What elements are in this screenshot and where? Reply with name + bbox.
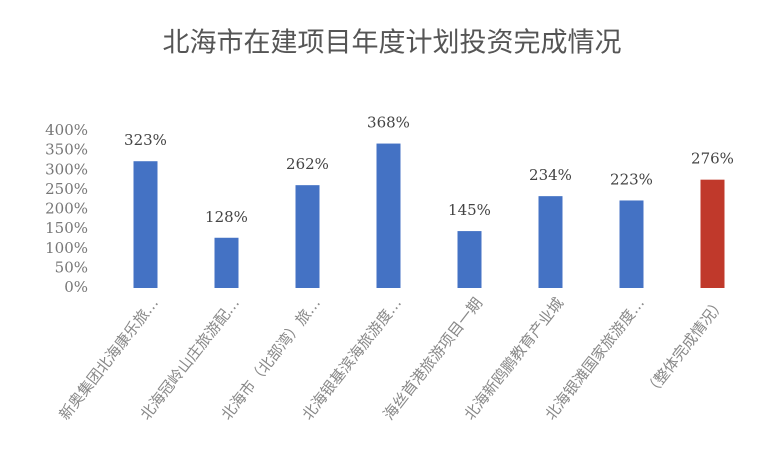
value-label: 262%: [286, 155, 329, 173]
value-label: 223%: [610, 170, 653, 188]
bar: [700, 179, 725, 288]
y-tick-label: 250%: [45, 180, 88, 198]
bar: [457, 231, 482, 288]
y-tick-label: 0%: [64, 278, 88, 296]
bar: [133, 161, 158, 288]
y-tick-label: 150%: [45, 219, 88, 237]
bar: [619, 200, 644, 288]
value-label: 128%: [205, 208, 248, 226]
value-label: 276%: [691, 150, 734, 168]
chart-title: 北海市在建项目年度计划投资完成情况: [163, 28, 622, 59]
bar: [376, 143, 401, 288]
value-label: 234%: [529, 166, 572, 184]
y-tick-label: 400%: [45, 121, 88, 139]
y-tick-label: 100%: [45, 239, 88, 257]
y-tick-label: 300%: [45, 160, 88, 178]
y-tick-label: 350%: [45, 141, 88, 159]
value-label: 323%: [124, 131, 167, 149]
value-label: 368%: [367, 114, 410, 132]
value-label: 145%: [448, 201, 491, 219]
y-tick-label: 50%: [55, 258, 88, 276]
bar: [295, 185, 320, 288]
bar: [538, 196, 563, 288]
x-tick-label: （整体完成情况）: [641, 294, 729, 400]
bar: [214, 237, 239, 288]
y-tick-label: 200%: [45, 200, 88, 218]
